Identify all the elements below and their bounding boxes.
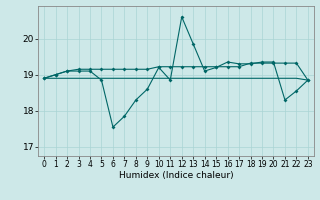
X-axis label: Humidex (Indice chaleur): Humidex (Indice chaleur) (119, 171, 233, 180)
